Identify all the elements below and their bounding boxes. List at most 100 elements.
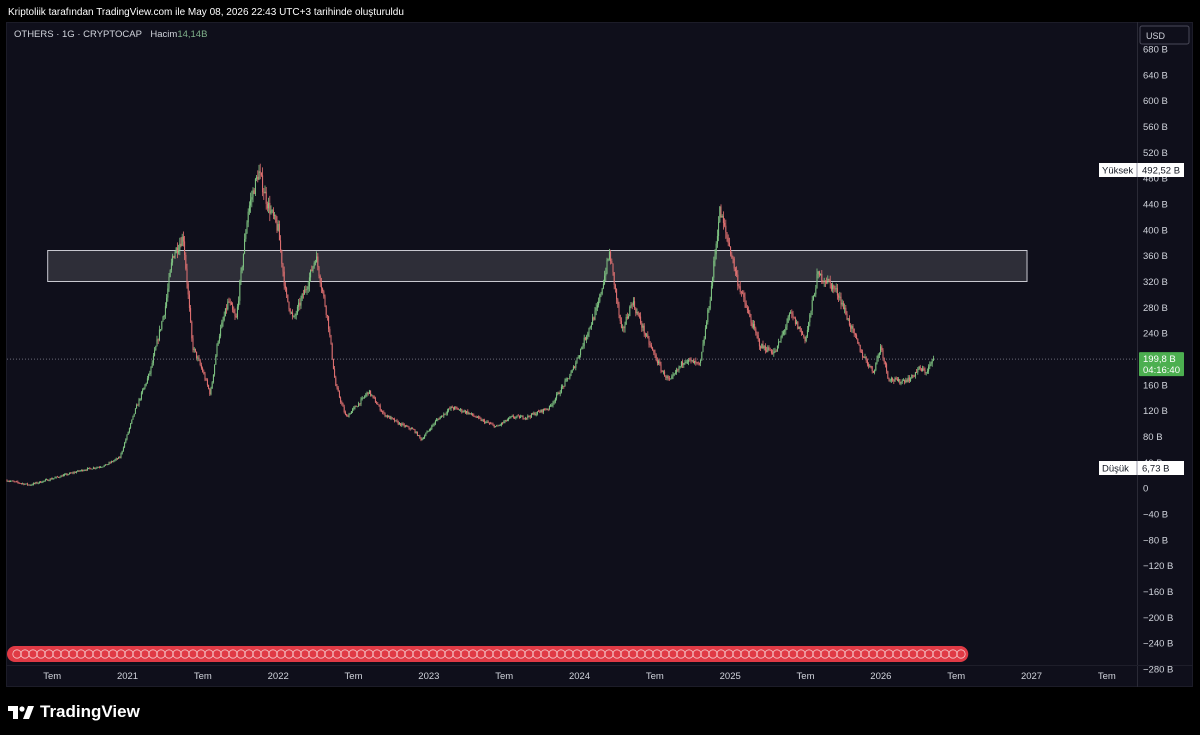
candle-body [334,368,336,378]
candle-body [642,325,644,328]
candle-body [391,417,393,419]
candle-body [550,405,552,407]
candle-body [484,420,486,423]
candle-body [37,482,39,484]
candle-body [755,328,757,333]
candle-body [575,362,577,368]
candle-body [247,211,249,223]
event-marker [652,649,662,659]
candle-body [174,253,176,258]
price-tick-label: −160 B [1143,587,1173,598]
price-tick-label: 120 B [1143,406,1168,417]
candle-body [532,413,534,415]
event-marker [924,649,934,659]
candle-body [828,278,830,281]
candle-body [739,286,741,292]
candle-body [665,376,667,378]
candle-body [361,397,363,400]
candle-body [743,292,745,298]
candle-body [145,383,147,385]
candle-body [539,411,541,413]
tradingview-brand[interactable]: TradingView [8,700,140,724]
candle-body [580,349,582,356]
candle-body [95,467,97,469]
candle-body [38,481,40,483]
candle-body [821,273,823,282]
candle-body [913,375,915,377]
candle-body [133,413,135,416]
candle-body [446,410,448,414]
event-marker [84,649,94,659]
candle-body [266,203,268,209]
candle-body [804,336,806,342]
candle-body [185,254,187,269]
candle-body [388,415,390,418]
candle-body [70,472,72,474]
candle-body [236,306,238,318]
candle-body [421,438,423,441]
candle-body [242,253,244,267]
candle-body [324,296,326,307]
candle-body [282,263,284,272]
candle-body [74,472,76,473]
candle-body [360,399,362,405]
candle-body [436,419,438,422]
candle-body [721,215,723,218]
candle-body [444,413,446,415]
event-marker [804,649,814,659]
candle-body [527,415,529,418]
candle-body [602,283,604,289]
candle-body [257,176,259,180]
candle-body [775,350,777,352]
candle-body [353,407,355,410]
candle-body [299,302,301,306]
candle-body [119,457,121,458]
candle-body [684,361,686,364]
candle-body [912,374,914,376]
candle-body [930,363,932,365]
candle-body [910,378,912,382]
candle-body [844,307,846,309]
candle-body [175,247,177,254]
candle-body [199,360,201,366]
candle-body [475,417,477,418]
candle-body [876,358,878,364]
candle-body [932,358,934,361]
candle-body [583,337,585,346]
candle-body [284,285,286,289]
candle-body [730,246,732,255]
candle-body [170,262,172,271]
candle-body [138,399,140,406]
event-marker [564,649,574,659]
candle-body [916,372,918,373]
candle-body [96,467,98,469]
event-marker [556,649,566,659]
candle-body [768,347,770,351]
candle-body [548,405,550,410]
candle-body [325,306,327,315]
candle-body [746,307,748,311]
candle-body [343,406,345,413]
candle-body [582,345,584,348]
candle-body [227,301,229,310]
candle-body [65,473,67,475]
candle-body [160,329,162,331]
candle-body [809,314,811,323]
candle-body [155,346,157,351]
candle-body [713,260,715,278]
candle-body [761,344,763,349]
candle-body [754,323,756,329]
candle-body [589,326,591,329]
candle-body [280,240,282,250]
currency-label: USD [1146,31,1166,41]
candle-body [622,327,624,328]
candle-body [406,425,408,427]
candle-body [203,371,205,374]
candle-body [786,322,788,327]
candle-body [229,301,231,303]
candle-body [516,415,518,417]
candle-body [653,349,655,353]
chart-caption: Kriptoliik tarafından TradingView.com il… [8,7,404,18]
event-marker [692,649,702,659]
